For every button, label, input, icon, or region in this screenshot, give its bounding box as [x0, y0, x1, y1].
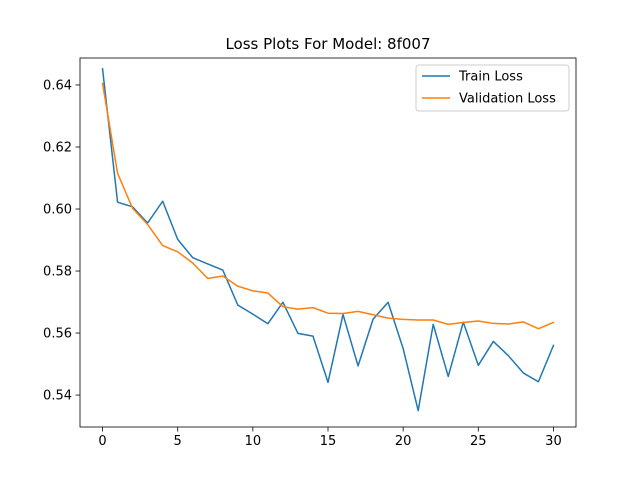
y-tick-label: 0.60: [43, 203, 72, 218]
x-tick-label: 30: [545, 434, 562, 449]
x-tick-label: 5: [174, 434, 182, 449]
x-tick-label: 20: [395, 434, 412, 449]
x-tick-label: 25: [470, 434, 487, 449]
x-tick-label: 15: [320, 434, 337, 449]
legend-label-train-loss: Train Loss: [458, 70, 523, 85]
plot-area: [101, 68, 555, 412]
legend-label-validation-loss: Validation Loss: [459, 92, 556, 107]
y-tick-label: 0.56: [43, 327, 72, 342]
x-tick-label: 10: [245, 434, 262, 449]
chart-title: Loss Plots For Model: 8f007: [225, 35, 430, 53]
legend-box: [415, 64, 570, 112]
series-line-validation-loss: [101, 82, 555, 330]
x-tick-label: 0: [98, 434, 106, 449]
y-tick-label: 0.58: [43, 265, 72, 280]
y-tick-label: 0.64: [43, 78, 72, 93]
y-tick-label: 0.62: [43, 140, 72, 155]
axes: 0 5 10 15 20 25 30 0.54 0.56 0.58 0.60 0.62 0.64: [43, 57, 577, 449]
legend: Train Loss Validation Loss: [415, 64, 570, 112]
series-line-train-loss: [101, 68, 555, 412]
y-tick-label: 0.54: [43, 389, 72, 404]
